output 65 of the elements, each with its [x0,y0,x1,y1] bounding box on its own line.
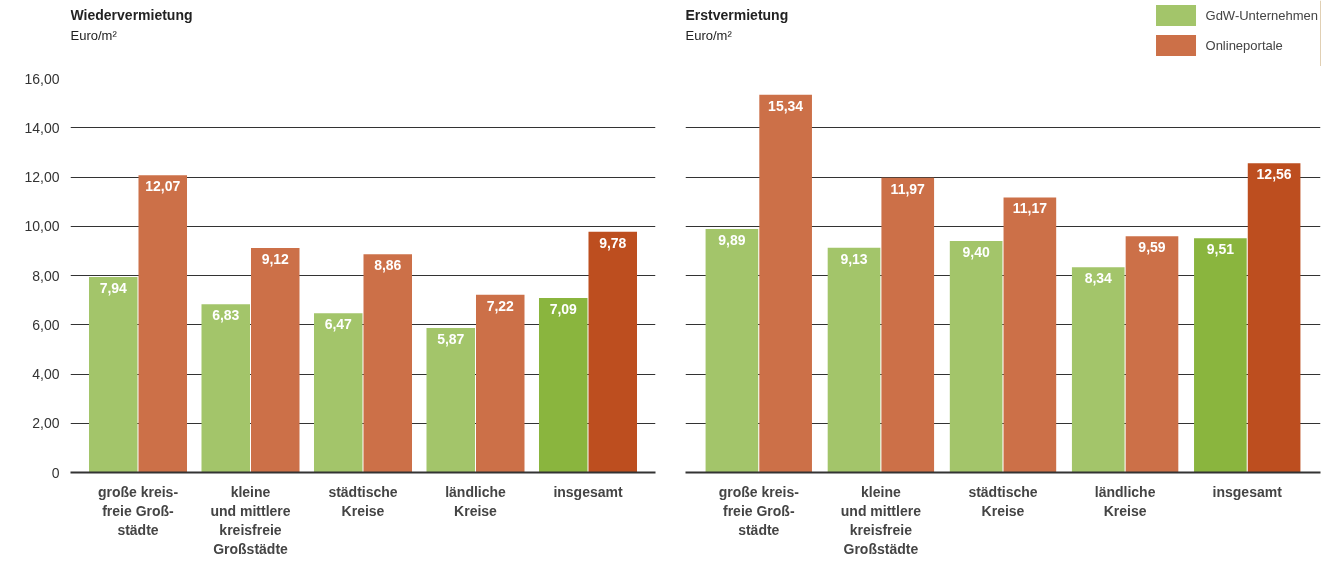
x-tick-label: insgesamt [1212,483,1283,500]
x-tick-label: große kreis- freie Groß- städte [718,483,800,538]
bar [881,177,935,473]
data-label: 9,51 [1206,241,1235,258]
x-tick-label: kleine und mittlere kreisfreie Großstädte [210,483,291,558]
data-label: 8,86 [374,257,402,274]
x-tick-label: große kreis- freie Groß- städte [97,483,179,538]
bar [588,231,638,473]
x-tick-label: ländliche Kreise [1094,483,1156,519]
data-label: 8,34 [1084,270,1113,287]
bar [827,247,881,473]
y-tick-label: 16,00 [24,70,60,87]
data-label: 6,83 [212,307,240,324]
y-tick-label: 14,00 [24,119,60,136]
bar [363,254,413,473]
bar [475,294,525,473]
y-tick-label: 10,00 [24,218,60,235]
legend-label: Onlineportale [1205,37,1283,53]
data-label: 7,94 [99,279,128,296]
bar [1071,267,1125,473]
data-label: 9,89 [718,231,746,248]
chart-subtitle: Euro/m² [70,27,118,43]
data-label: 5,87 [437,330,465,347]
x-tick-label: kleine und mittlere kreisfreie Großstädte [840,483,922,558]
data-label: 15,34 [768,97,804,114]
bar [201,304,251,473]
x-tick-label: städtische Kreise [328,483,398,519]
bar [705,228,759,473]
bar [426,327,476,473]
bar [138,175,188,473]
bar [313,313,363,473]
data-label: 9,78 [599,234,627,251]
data-label: 11,17 [1012,200,1048,217]
data-label: 9,40 [962,244,990,261]
legend-label: GdW-Unternehmen [1205,7,1318,23]
data-label: 11,97 [890,180,926,197]
bar [538,297,588,473]
data-label: 9,59 [1138,239,1166,256]
x-tick-label: ländliche Kreise [445,483,507,519]
y-tick-label: 12,00 [24,169,60,185]
data-label: 7,09 [549,300,578,317]
data-label: 6,47 [324,316,353,333]
chart-title: Erstvermietung [685,6,789,23]
bar [1194,238,1247,473]
x-tick-label: städtische Kreise [968,483,1038,519]
bar [949,241,1003,473]
y-tick-label: 6,00 [32,316,60,333]
data-label: 7,22 [486,297,515,314]
bar [1247,163,1301,473]
y-tick-label: 8,00 [32,267,60,284]
bar [759,94,812,473]
data-label: 12,07 [145,178,181,195]
chart-subtitle: Euro/m² [685,27,733,43]
data-label: 12,56 [1256,166,1292,183]
chart-title: Wiedervermietung [70,6,193,23]
y-tick-label: 2,00 [32,415,60,432]
bar [250,247,300,473]
bar [1125,236,1179,473]
data-label: 9,13 [840,250,868,267]
data-label: 9,12 [261,250,290,267]
y-tick-label: 4,00 [32,366,60,382]
bar [89,276,138,473]
x-tick-label: insgesamt [553,483,623,500]
y-tick-label: 0 [51,464,60,481]
bar [1003,197,1057,473]
